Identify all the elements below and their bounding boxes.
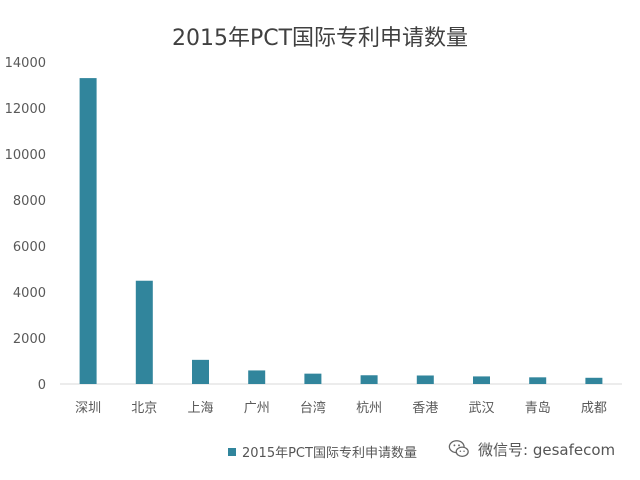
x-tick-label: 广州 <box>244 401 270 416</box>
bar <box>529 377 547 384</box>
y-tick-label: 14000 <box>5 56 46 71</box>
x-tick-label: 成都 <box>581 401 607 416</box>
bar <box>585 377 603 384</box>
x-tick-label: 香港 <box>412 401 438 416</box>
bar <box>135 280 153 384</box>
y-tick-label: 6000 <box>13 240 46 255</box>
bar <box>192 359 209 384</box>
y-tick-label: 2000 <box>13 332 46 347</box>
wechat-icon <box>448 440 469 457</box>
watermark: 微信号: gesafecom <box>448 438 615 460</box>
y-tick-label: 0 <box>38 378 46 393</box>
legend-swatch <box>228 447 236 456</box>
legend-label: 2015年PCT国际专利申请数量 <box>242 446 417 461</box>
bar <box>416 375 434 384</box>
x-tick-label: 深圳 <box>75 401 101 416</box>
legend: 2015年PCT国际专利申请数量 <box>228 442 417 461</box>
y-tick-label: 4000 <box>13 286 46 301</box>
x-tick-label: 青岛 <box>525 400 551 416</box>
chart-title: 2015年PCT国际专利申请数量 <box>171 26 469 51</box>
x-tick-label: 台湾 <box>300 400 326 416</box>
x-tick-label: 上海 <box>187 401 213 416</box>
bar <box>79 78 97 384</box>
y-tick-label: 10000 <box>5 148 46 163</box>
watermark-text: 微信号: gesafecom <box>478 440 616 459</box>
bar <box>248 370 266 384</box>
y-tick-label: 12000 <box>5 102 46 117</box>
x-tick-label: 北京 <box>131 401 157 416</box>
x-tick-label: 杭州 <box>356 401 382 416</box>
x-tick-label: 武汉 <box>468 401 494 416</box>
bar <box>360 375 378 384</box>
y-tick-label: 8000 <box>13 194 46 209</box>
bar <box>304 373 322 384</box>
bar <box>473 376 490 384</box>
